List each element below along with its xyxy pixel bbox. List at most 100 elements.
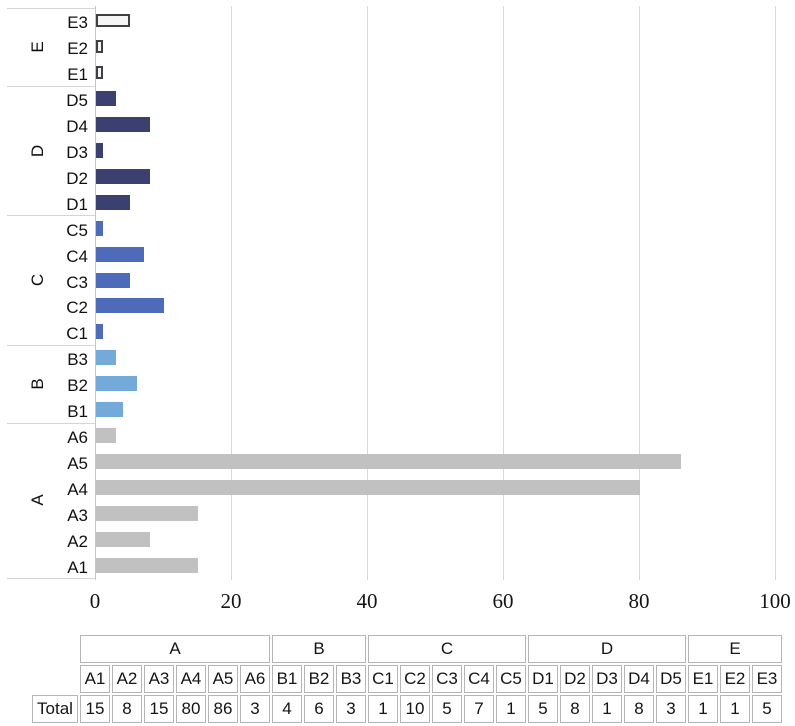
- category-label-A6: A6: [67, 428, 88, 447]
- table-column-header-A6: A6: [240, 665, 270, 693]
- table-value-D2: 8: [560, 695, 590, 723]
- value-axis-line: [95, 6, 96, 580]
- table-column-header-D1: D1: [528, 665, 558, 693]
- table-value-E2: 1: [720, 695, 750, 723]
- category-label-D3: D3: [66, 143, 88, 162]
- table-value-B2: 6: [304, 695, 334, 723]
- table-value-D3: 1: [592, 695, 622, 723]
- bar-D4: [96, 117, 151, 133]
- table-value-C3: 5: [432, 695, 462, 723]
- category-label-A4: A4: [67, 479, 88, 499]
- table-column-header-B2: B2: [304, 665, 334, 693]
- group-separator-below-C: [7, 344, 95, 346]
- table-column-header-E3: E3: [752, 665, 782, 693]
- x-tick-label-80: 80: [628, 589, 650, 613]
- category-label-B2: B2: [67, 376, 88, 396]
- gridline-60: [503, 6, 504, 580]
- category-label-D1: D1: [66, 194, 88, 214]
- bar-A4: [96, 479, 640, 495]
- category-label-D5: D5: [66, 91, 88, 111]
- table-column-header-C4: C4: [464, 665, 494, 693]
- table-column-header-C1: C1: [368, 665, 398, 693]
- category-label-A5: A5: [67, 453, 88, 473]
- table-column-header-D2: D2: [560, 665, 590, 693]
- table-corner-spacer: [32, 665, 78, 693]
- category-label-E3: E3: [67, 13, 88, 33]
- bar-C4: [96, 246, 144, 262]
- bar-B1: [96, 402, 124, 418]
- bar-E2: [96, 40, 103, 54]
- table-group-header-D: D: [528, 635, 686, 663]
- x-tick-label-0: 0: [89, 589, 101, 613]
- table-value-A3: 15: [144, 695, 174, 723]
- table-value-D1: 5: [528, 695, 558, 723]
- category-label-D4: D4: [66, 117, 88, 137]
- table-value-A6: 3: [240, 695, 270, 723]
- category-label-C3: C3: [66, 272, 88, 292]
- table-column-header-A5: A5: [208, 665, 238, 693]
- table-column-header-A1: A1: [80, 665, 110, 693]
- table-group-header-B: B: [272, 635, 366, 663]
- table-value-A1: 15: [80, 695, 110, 723]
- group-label-D: D: [28, 144, 47, 157]
- table-group-header-C: C: [368, 635, 526, 663]
- category-label-C1: C1: [66, 324, 88, 344]
- table-column-header-D3: D3: [592, 665, 622, 693]
- bar-B3: [96, 350, 117, 366]
- category-label-A3: A3: [67, 505, 88, 525]
- table-group-header-A: A: [80, 635, 270, 663]
- group-separator-below-A: [7, 578, 95, 579]
- table-value-A4: 80: [176, 695, 206, 723]
- category-label-C5: C5: [66, 220, 88, 240]
- category-label-A1: A1: [67, 557, 88, 577]
- bar-A6: [96, 428, 117, 443]
- category-label-B1: B1: [67, 402, 88, 422]
- group-separator-below-B: [7, 422, 95, 424]
- table-row-label-total: Total: [32, 695, 78, 723]
- table-column-header-B1: B1: [272, 665, 302, 693]
- x-tick-label-20: 20: [220, 589, 242, 613]
- table-column-header-A2: A2: [112, 665, 142, 693]
- table-value-A2: 8: [112, 695, 142, 723]
- bar-C5: [96, 220, 103, 236]
- bar-D3: [96, 143, 103, 158]
- bar-D2: [96, 168, 151, 184]
- table-column-header-E2: E2: [720, 665, 750, 693]
- table-value-C1: 1: [368, 695, 398, 723]
- category-label-E1: E1: [67, 65, 88, 85]
- group-label-C: C: [28, 273, 47, 287]
- table-column-header-C3: C3: [432, 665, 462, 693]
- gridline-100: [775, 6, 776, 580]
- category-label-C4: C4: [66, 246, 88, 266]
- gridline-80: [639, 6, 640, 580]
- table-value-D5: 3: [656, 695, 686, 723]
- bar-D5: [96, 91, 117, 107]
- data-table: A B C D E A1 A2 A3 A4 A5 A6 B1 B2 B3 C1 C2 C3 C4 C5 D1 D2 D3 D…: [30, 633, 784, 725]
- group-label-A: A: [28, 494, 47, 506]
- group-label-B: B: [28, 378, 47, 390]
- category-label-D2: D2: [66, 168, 88, 188]
- group-label-E: E: [28, 41, 47, 53]
- bar-A5: [96, 453, 681, 469]
- table-value-E1: 1: [688, 695, 718, 723]
- table-value-C4: 7: [464, 695, 494, 723]
- bar-A2: [96, 531, 151, 547]
- gridline-20: [231, 6, 232, 580]
- x-tick-label-60: 60: [492, 589, 514, 613]
- bar-C3: [96, 272, 130, 288]
- table-column-header-A3: A3: [144, 665, 174, 693]
- table-column-header-B3: B3: [336, 665, 366, 693]
- bar-A3: [96, 505, 198, 521]
- bar-C2: [96, 298, 164, 314]
- bar-A1: [96, 557, 198, 573]
- table-column-header-C2: C2: [400, 665, 430, 693]
- category-label-A2: A2: [67, 531, 88, 551]
- table-value-B3: 3: [336, 695, 366, 723]
- table-value-C5: 1: [496, 695, 526, 723]
- bar-E3: [96, 14, 130, 28]
- x-tick-label-40: 40: [356, 589, 378, 613]
- table-value-B1: 4: [272, 695, 302, 723]
- bar-E1: [96, 66, 103, 80]
- x-tick-label-100: 100: [759, 589, 791, 613]
